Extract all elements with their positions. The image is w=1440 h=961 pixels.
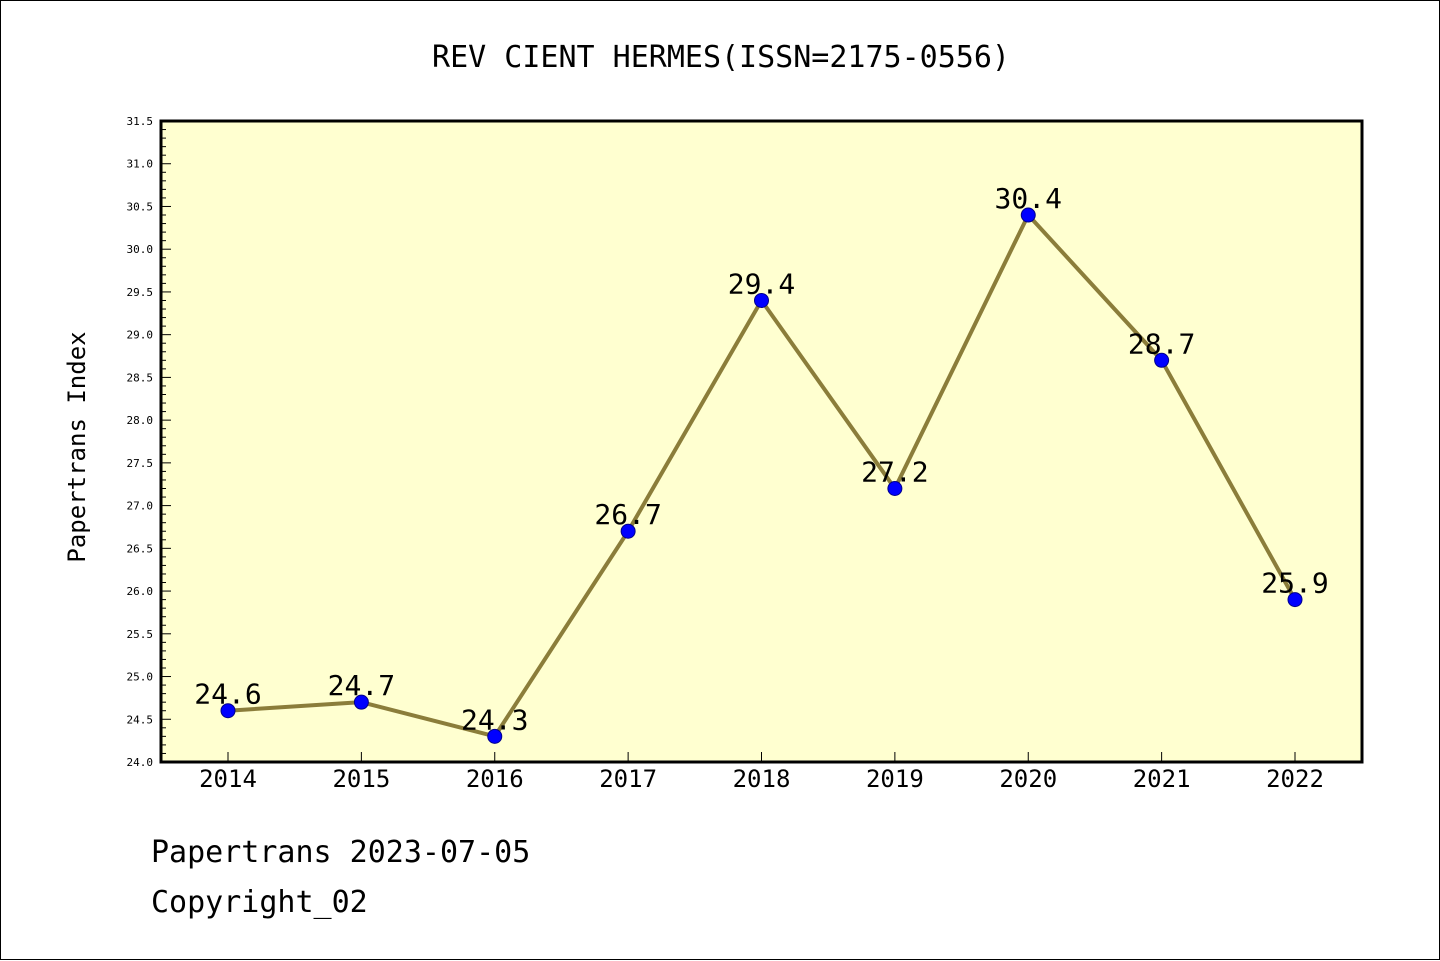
x-tick-label: 2014 <box>199 765 257 793</box>
plot-area <box>161 121 1362 762</box>
y-axis-label: Papertrans Index <box>63 331 91 562</box>
footer-date: Papertrans 2023-07-05 <box>151 835 531 870</box>
data-point-marker <box>353 694 369 710</box>
data-point-marker <box>487 728 503 744</box>
data-point-label: 24.7 <box>328 669 395 702</box>
data-point-label: 25.9 <box>1261 567 1328 600</box>
x-tick-label: 2021 <box>1133 765 1191 793</box>
x-tick-label: 2016 <box>466 765 524 793</box>
data-points <box>220 207 1303 744</box>
data-point-label: 30.4 <box>995 182 1062 215</box>
x-tick-label: 2020 <box>999 765 1057 793</box>
footer-copyright: Copyright_02 <box>151 885 368 920</box>
y-tick-label: 30.0 <box>127 243 154 256</box>
data-point-marker <box>1154 352 1170 368</box>
data-point-marker <box>1287 592 1303 608</box>
y-tick-label: 30.5 <box>127 200 154 213</box>
x-tick-label: 2018 <box>733 765 791 793</box>
data-point-marker <box>887 481 903 497</box>
y-tick-label: 26.0 <box>127 585 154 598</box>
chart-title: REV CIENT HERMES(ISSN=2175-0556) <box>432 40 1010 75</box>
data-point-marker <box>754 292 769 308</box>
x-tick-label: 2015 <box>332 765 390 793</box>
y-tick-label: 31.0 <box>127 158 154 171</box>
y-tick-label: 25.5 <box>127 628 154 641</box>
y-tick-label: 26.5 <box>127 542 154 555</box>
y-tick-label: 27.5 <box>127 457 154 470</box>
y-tick-label: 24.0 <box>127 756 154 769</box>
data-point-marker <box>620 523 636 539</box>
y-tick-label: 31.5 <box>127 115 154 128</box>
x-tick-label: 2022 <box>1266 765 1324 793</box>
x-tick-label: 2019 <box>866 765 924 793</box>
x-tick-label: 2017 <box>599 765 657 793</box>
plot-border <box>159 119 1364 764</box>
data-labels: 24.6 24.7 24.3 26.7 29.4 27.2 30.4 28.7 25.9 <box>194 182 1328 736</box>
data-point-label: 24.6 <box>194 678 261 711</box>
data-point-label: 26.7 <box>594 498 661 531</box>
x-axis: 2014 2015 2016 2017 2018 2019 2020 2021 2022 <box>199 752 1324 793</box>
data-point-label: 27.2 <box>861 456 928 489</box>
y-tick-label: 24.5 <box>127 713 154 726</box>
y-tick-label: 27.0 <box>127 500 154 513</box>
y-tick-label: 25.0 <box>127 671 154 684</box>
data-point-marker <box>220 703 236 719</box>
y-tick-label: 29.5 <box>127 286 154 299</box>
data-point-marker <box>1020 207 1036 223</box>
y-tick-label: 28.0 <box>127 414 154 427</box>
y-tick-label: 28.5 <box>127 371 154 384</box>
data-point-label: 28.7 <box>1128 327 1195 360</box>
y-tick-label: 29.0 <box>127 329 154 342</box>
data-point-label: 24.3 <box>461 703 528 736</box>
data-point-label: 29.4 <box>728 267 795 300</box>
